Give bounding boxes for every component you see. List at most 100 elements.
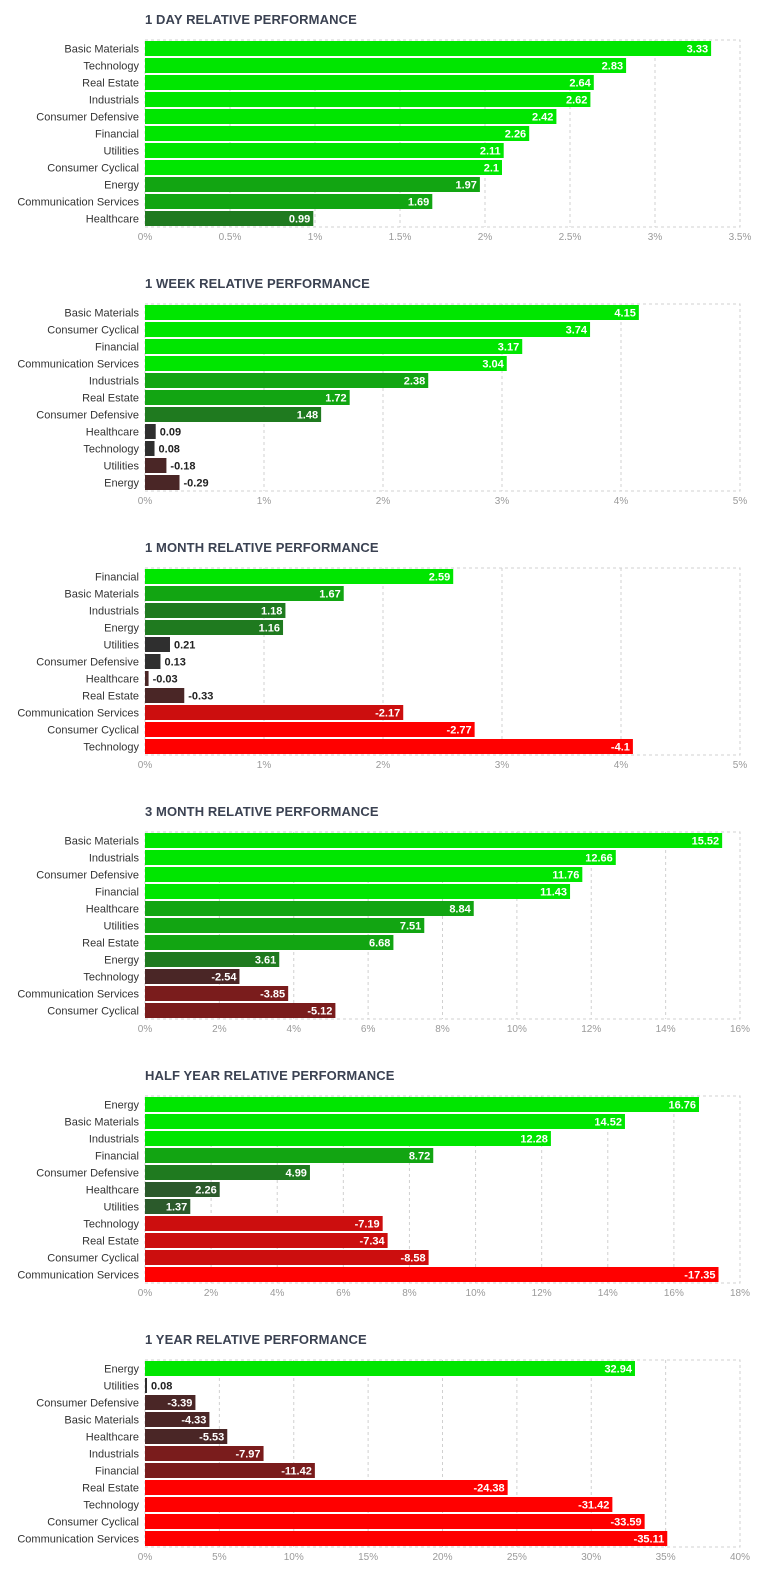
chart-plot: 0% 0.5% 1% 1.5% 2% 2.5% 3% 3.5% Basic Materials 3… <box>17 39 752 243</box>
category-label: Energy <box>104 1364 139 1376</box>
category-label: Energy <box>104 478 139 490</box>
bar <box>145 194 433 209</box>
category-label: Utilities <box>104 640 140 652</box>
category-label: Financial <box>95 342 139 354</box>
data-label: 11.43 <box>540 887 567 899</box>
category-label: Healthcare <box>86 427 139 439</box>
data-label: 0.09 <box>160 427 181 439</box>
bar <box>145 75 594 90</box>
x-tick-label: 35% <box>656 1552 676 1563</box>
category-label: Communication Services <box>17 197 139 209</box>
category-label: Real Estate <box>82 938 139 950</box>
data-label: 16.76 <box>668 1100 696 1112</box>
bar <box>145 211 314 226</box>
data-label: 2.26 <box>505 129 526 141</box>
bar <box>145 109 557 124</box>
data-label: 1.16 <box>259 623 280 635</box>
x-tick-label: 6% <box>361 1024 376 1035</box>
data-label: 1.67 <box>319 589 340 601</box>
bar <box>145 654 161 669</box>
bar <box>145 1514 645 1529</box>
data-label: -33.59 <box>610 1517 641 1529</box>
category-label: Consumer Cyclical <box>47 325 139 337</box>
bar <box>145 569 454 584</box>
x-tick-label: 3% <box>495 760 510 771</box>
bar <box>145 424 156 439</box>
chart-title: 1 WEEK RELATIVE PERFORMANCE <box>145 276 370 291</box>
category-label: Industrials <box>89 1449 140 1461</box>
bar <box>145 58 627 73</box>
data-label: 2.59 <box>429 572 450 584</box>
data-label: -11.42 <box>281 1466 312 1478</box>
data-label: -17.35 <box>684 1270 715 1282</box>
data-label: -7.19 <box>355 1219 380 1231</box>
x-tick-label: 2% <box>376 496 391 507</box>
x-tick-label: 1.5% <box>389 232 412 243</box>
x-tick-label: 4% <box>614 760 629 771</box>
chart-title: 1 MONTH RELATIVE PERFORMANCE <box>145 540 379 555</box>
bar <box>145 41 712 56</box>
x-tick-label: 0% <box>138 1288 153 1299</box>
chart-plot: 0% 2% 4% 6% 8% 10% 12% 14% 16% Basic Materials 15.… <box>17 831 750 1035</box>
bar <box>145 671 149 686</box>
data-label: -5.12 <box>307 1006 332 1018</box>
bar <box>145 1233 388 1248</box>
bar <box>145 1097 700 1112</box>
bar <box>145 739 633 754</box>
data-label: 2.26 <box>195 1185 216 1197</box>
category-label: Energy <box>104 180 139 192</box>
x-tick-label: 8% <box>435 1024 450 1035</box>
bar <box>145 603 286 618</box>
category-label: Real Estate <box>82 691 139 703</box>
x-tick-label: 25% <box>507 1552 527 1563</box>
data-label: -8.58 <box>401 1253 426 1265</box>
bar <box>145 901 474 916</box>
chart-3-month: 3 MONTH RELATIVE PERFORMANCE 0% 2% 4% 6% 8% 1… <box>0 804 779 1068</box>
x-tick-label: 0% <box>138 496 153 507</box>
x-tick-label: 12% <box>532 1288 552 1299</box>
x-tick-label: 4% <box>614 496 629 507</box>
category-label: Healthcare <box>86 1185 139 1197</box>
bar <box>145 1395 196 1410</box>
bar <box>145 322 591 337</box>
bar <box>145 1267 719 1282</box>
x-tick-label: 3.5% <box>729 232 752 243</box>
category-label: Consumer Cyclical <box>47 1006 139 1018</box>
data-label: 3.61 <box>255 955 276 967</box>
x-tick-label: 4% <box>287 1024 302 1035</box>
bar <box>145 441 155 456</box>
category-label: Consumer Defensive <box>36 657 139 669</box>
category-label: Communication Services <box>17 1534 139 1546</box>
x-tick-label: 2% <box>478 232 493 243</box>
data-label: 12.28 <box>520 1134 548 1146</box>
data-label: 15.52 <box>692 836 720 848</box>
category-label: Real Estate <box>82 1236 139 1248</box>
category-label: Energy <box>104 1100 139 1112</box>
data-label: -4.1 <box>611 742 630 754</box>
data-label: 0.21 <box>174 640 195 652</box>
chart-plot: 0% 1% 2% 3% 4% 5% Basic Materials 4.15 Consumer … <box>17 303 747 507</box>
bar <box>145 1182 220 1197</box>
x-tick-label: 3% <box>495 496 510 507</box>
x-tick-label: 8% <box>402 1288 417 1299</box>
category-label: Consumer Cyclical <box>47 163 139 175</box>
data-label: -2.54 <box>211 972 237 984</box>
category-label: Consumer Defensive <box>36 870 139 882</box>
data-label: -24.38 <box>473 1483 504 1495</box>
data-label: -0.29 <box>184 478 209 490</box>
data-label: 32.94 <box>604 1364 632 1376</box>
bar <box>145 620 284 635</box>
x-tick-label: 1% <box>257 760 272 771</box>
bar <box>145 1165 310 1180</box>
data-label: -2.77 <box>447 725 472 737</box>
data-label: 3.33 <box>687 44 708 56</box>
bar <box>145 918 425 933</box>
data-label: 8.72 <box>409 1151 430 1163</box>
category-label: Utilities <box>104 1381 140 1393</box>
data-label: 6.68 <box>369 938 390 950</box>
x-tick-label: 6% <box>336 1288 351 1299</box>
x-tick-label: 0% <box>138 232 153 243</box>
bar <box>145 177 480 192</box>
data-label: 2.62 <box>566 95 587 107</box>
